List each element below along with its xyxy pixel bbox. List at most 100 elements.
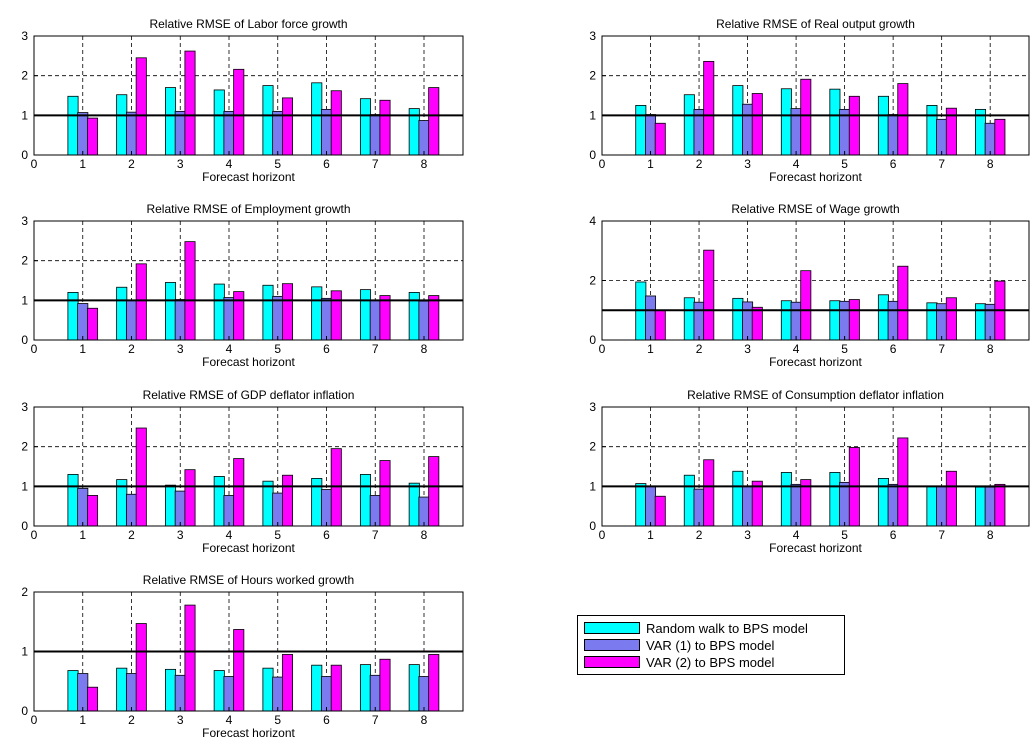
bar xyxy=(233,68,245,156)
bar xyxy=(654,309,666,341)
tick-label-y: 0 xyxy=(589,333,596,347)
tick-label-x: 8 xyxy=(987,342,994,356)
bar xyxy=(213,670,225,712)
tick-label-x: 8 xyxy=(421,528,428,542)
bar xyxy=(945,470,957,527)
bar xyxy=(839,300,851,341)
tick-label-x: 5 xyxy=(841,342,848,356)
bar xyxy=(645,295,657,341)
bar xyxy=(379,658,391,712)
tick-label-x: 2 xyxy=(128,528,135,542)
bar xyxy=(369,114,381,156)
bar xyxy=(408,664,420,712)
tick-label-x: 7 xyxy=(938,342,945,356)
tick-label-x: 7 xyxy=(372,713,379,727)
bar xyxy=(683,94,695,156)
bar xyxy=(281,283,294,341)
bar xyxy=(897,265,909,341)
tick-label-x: 6 xyxy=(323,528,330,542)
bar xyxy=(262,85,274,156)
tick-label-x: 0 xyxy=(599,528,606,542)
bar xyxy=(926,485,938,527)
tick-label-y: 1 xyxy=(21,645,28,659)
chart-panel-6: 0 1 2 3 4 5 6 7 8 0 1 2 3 Relative RMSE of Consumptio… xyxy=(589,388,1030,555)
bar xyxy=(330,664,342,712)
legend-swatch-var1 xyxy=(584,639,640,651)
bar xyxy=(418,496,430,527)
chart-title: Relative RMSE of Hours worked growth xyxy=(143,573,354,587)
chart-panel-5: 0 1 2 3 4 5 6 7 8 0 1 2 3 Relative RMSE of GDP deflat… xyxy=(21,388,464,555)
bar xyxy=(67,670,79,712)
x-axis-label: Forecast horizont xyxy=(769,541,862,555)
bar xyxy=(86,686,99,712)
bar xyxy=(174,299,186,341)
bar xyxy=(272,492,284,527)
tick-label-x: 3 xyxy=(177,528,184,542)
tick-label-y: 2 xyxy=(21,440,28,454)
tick-label-x: 2 xyxy=(128,342,135,356)
tick-label-x: 0 xyxy=(31,157,38,171)
bar xyxy=(116,286,128,341)
tick-label-x: 4 xyxy=(226,157,233,171)
bar xyxy=(311,286,323,341)
chart-panel-2: 0 1 2 3 4 5 6 7 8 0 1 2 3 Relative RMSE of Real outpu… xyxy=(589,17,1030,184)
bar xyxy=(703,249,715,341)
bar xyxy=(635,483,647,527)
bar xyxy=(408,482,420,527)
tick-label-x: 8 xyxy=(421,713,428,727)
bar xyxy=(780,300,792,341)
bar xyxy=(359,664,372,712)
tick-label-x: 1 xyxy=(647,342,654,356)
bar xyxy=(125,299,138,341)
bar xyxy=(974,486,986,527)
x-axis-label: Forecast horizont xyxy=(769,170,862,184)
bar xyxy=(654,495,666,527)
tick-label-x: 4 xyxy=(793,157,800,171)
bar xyxy=(703,60,715,156)
bar xyxy=(751,93,763,156)
bar xyxy=(233,458,245,527)
bar xyxy=(272,295,284,341)
bar xyxy=(262,284,274,341)
tick-label-x: 0 xyxy=(31,342,38,356)
bar xyxy=(877,294,889,341)
tick-label-x: 5 xyxy=(274,157,281,171)
tick-label-x: 7 xyxy=(372,342,379,356)
x-axis-label: Forecast horizont xyxy=(202,726,295,740)
bar xyxy=(945,297,957,341)
chart-panel-7: 0 1 2 3 4 5 6 7 8 0 1 2 Relative RMSE of Hours worke… xyxy=(21,573,464,740)
bar xyxy=(369,495,381,527)
bar xyxy=(732,85,744,156)
tick-label-y: 4 xyxy=(589,214,596,228)
tick-label-x: 0 xyxy=(599,157,606,171)
bar xyxy=(683,474,695,527)
tick-label-x: 2 xyxy=(696,528,703,542)
bar xyxy=(379,99,391,156)
tick-label-y: 1 xyxy=(21,293,28,307)
bar xyxy=(330,90,342,156)
bar xyxy=(67,474,79,527)
bar xyxy=(848,299,860,341)
bar xyxy=(428,654,440,712)
bar xyxy=(125,493,138,527)
bar xyxy=(184,469,196,527)
bar xyxy=(67,95,79,156)
bar xyxy=(790,483,802,527)
x-axis-label: Forecast horizont xyxy=(202,170,295,184)
tick-label-x: 3 xyxy=(177,342,184,356)
bar xyxy=(418,676,430,712)
bar xyxy=(184,604,196,712)
bar xyxy=(984,122,996,156)
bar xyxy=(223,297,235,341)
bar xyxy=(800,270,812,341)
bar xyxy=(311,664,323,712)
legend-label-var2: VAR (2) to BPS model xyxy=(646,655,775,670)
bar xyxy=(223,495,235,527)
tick-label-x: 5 xyxy=(274,528,281,542)
tick-label-y: 0 xyxy=(21,704,28,718)
tick-label-x: 6 xyxy=(323,342,330,356)
bar xyxy=(330,290,342,341)
bar xyxy=(418,300,430,341)
tick-label-x: 2 xyxy=(128,713,135,727)
